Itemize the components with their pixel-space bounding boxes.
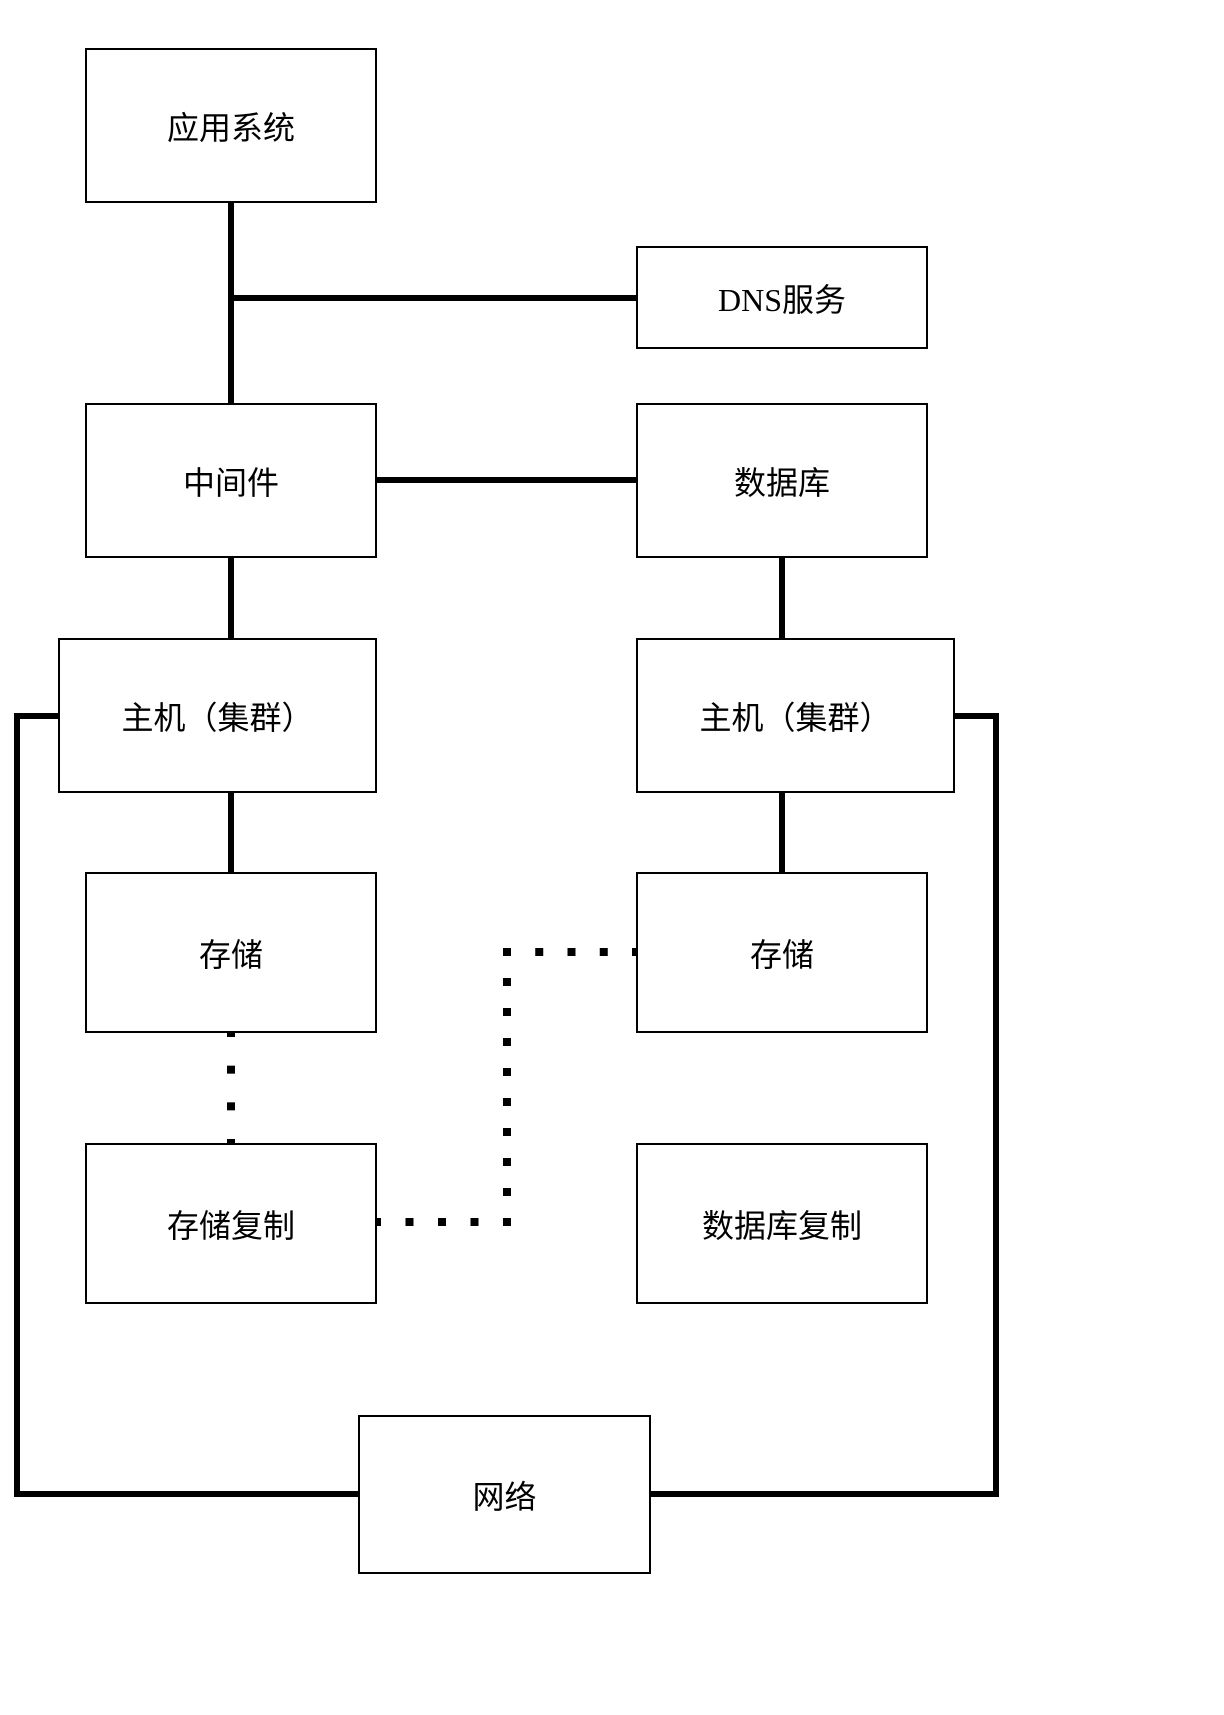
node-host_right: 主机（集群） xyxy=(636,638,955,793)
node-dns: DNS服务 xyxy=(636,246,928,349)
architecture-diagram: 应用系统 DNS服务中间件 数据库主机（集群） 主机（集群） 存储 存储存储复制 数据库复制… xyxy=(0,0,1224,1715)
node-storage_left: 存储 xyxy=(85,872,377,1033)
node-db_repl: 数据库复制 xyxy=(636,1143,928,1304)
dotted-edge-storage_repl-storage_right xyxy=(373,948,640,1226)
dotted-edge-storage_left-storage_repl xyxy=(227,1029,235,1147)
edge-host_left-network xyxy=(17,716,358,1494)
node-storage_right: 存储 xyxy=(636,872,928,1033)
node-storage_repl: 存储复制 xyxy=(85,1143,377,1304)
edge-host_right-network xyxy=(651,716,996,1494)
node-app_system: 应用系统 xyxy=(85,48,377,203)
node-middleware: 中间件 xyxy=(85,403,377,558)
node-network: 网络 xyxy=(358,1415,651,1574)
node-database: 数据库 xyxy=(636,403,928,558)
node-host_left: 主机（集群） xyxy=(58,638,377,793)
